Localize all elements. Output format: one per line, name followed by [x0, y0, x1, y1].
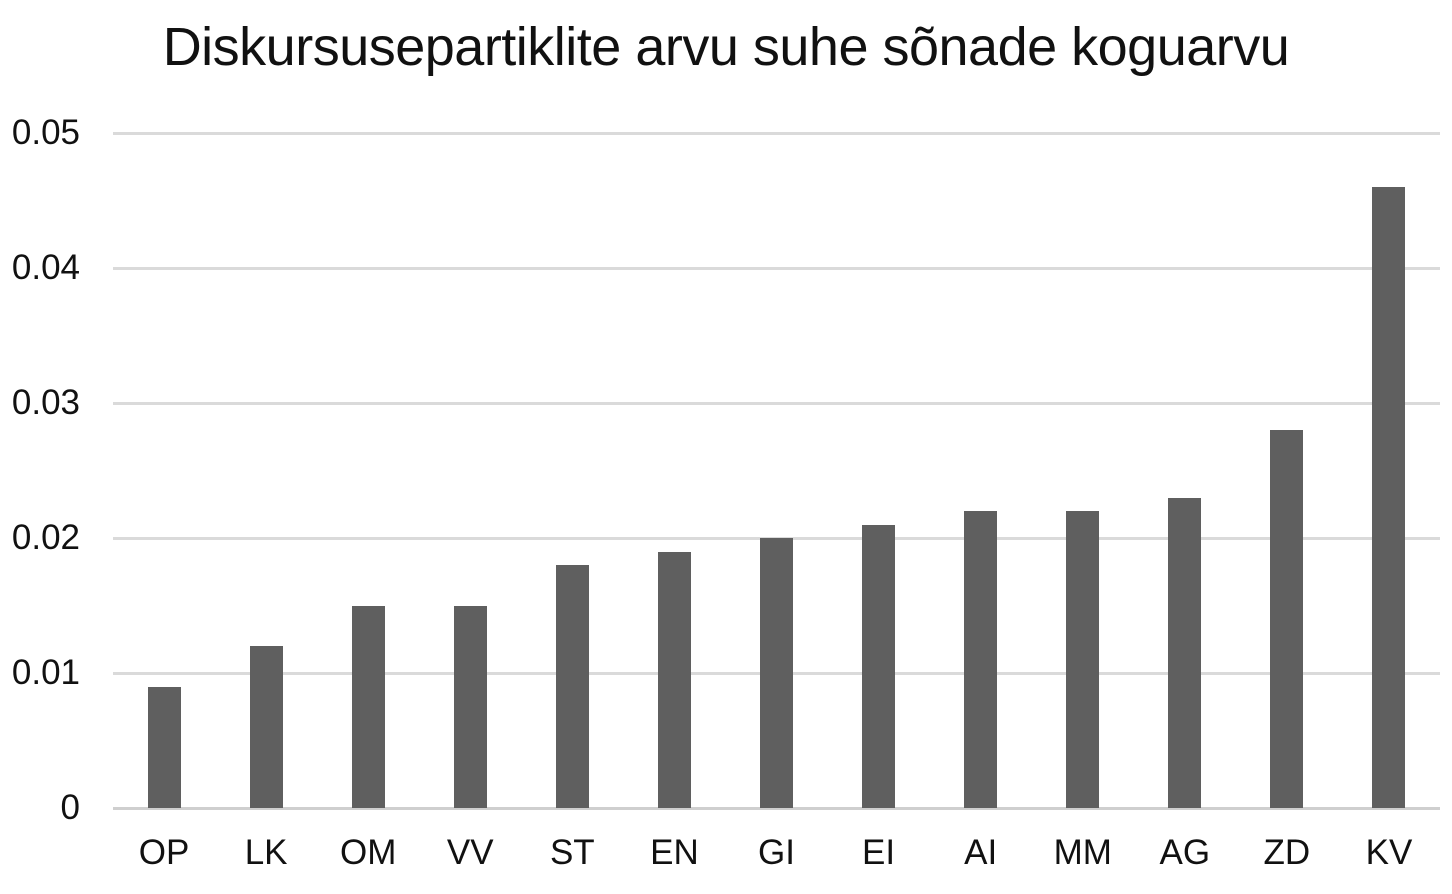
y-tick-label: 0	[60, 788, 80, 827]
bar-LK	[249, 646, 283, 808]
bar-KV	[1372, 187, 1406, 808]
bar-VV	[453, 605, 487, 808]
bar-GI	[760, 538, 793, 808]
x-tick-label-ST: ST	[549, 833, 595, 872]
bar-ZD	[1270, 430, 1304, 808]
bar-ST	[555, 565, 589, 808]
x-axis-baseline	[113, 807, 1440, 810]
y-tick-label: 0.04	[11, 248, 80, 287]
x-tick-label-AG: AG	[1159, 833, 1211, 872]
bar-OP	[147, 686, 181, 808]
y-tick-label: 0.02	[11, 518, 80, 557]
y-tick-label: 0.01	[11, 653, 80, 692]
chart-title: Diskursusepartiklite arvu suhe sõnade ko…	[162, 17, 1290, 77]
x-tick-label-OP: OP	[138, 833, 190, 872]
x-tick-label-LK: LK	[244, 833, 288, 872]
bar-OM	[351, 605, 385, 808]
gridline	[113, 132, 1440, 135]
x-tick-label-KV: KV	[1365, 833, 1413, 872]
x-tick-label-ZD: ZD	[1263, 833, 1311, 872]
x-tick-label-OM: OM	[339, 833, 397, 872]
bar-EI	[862, 524, 896, 808]
x-tick-label-EN: EN	[650, 833, 699, 872]
x-tick-label-GI: GI	[758, 833, 795, 872]
bar-AG	[1168, 497, 1202, 808]
x-tick-label-MM: MM	[1053, 833, 1112, 872]
y-tick-label: 0.05	[11, 113, 80, 152]
y-tick-label: 0.03	[11, 383, 80, 422]
gridline	[113, 402, 1440, 405]
bar-EN	[657, 551, 691, 808]
bar-AI	[964, 511, 998, 808]
x-tick-label-AI: AI	[964, 833, 998, 872]
gridline	[113, 267, 1440, 270]
plot-area	[113, 132, 1440, 810]
x-tick-label-EI: EI	[862, 833, 896, 872]
bar-MM	[1066, 511, 1100, 808]
x-tick-label-VV: VV	[446, 833, 494, 872]
